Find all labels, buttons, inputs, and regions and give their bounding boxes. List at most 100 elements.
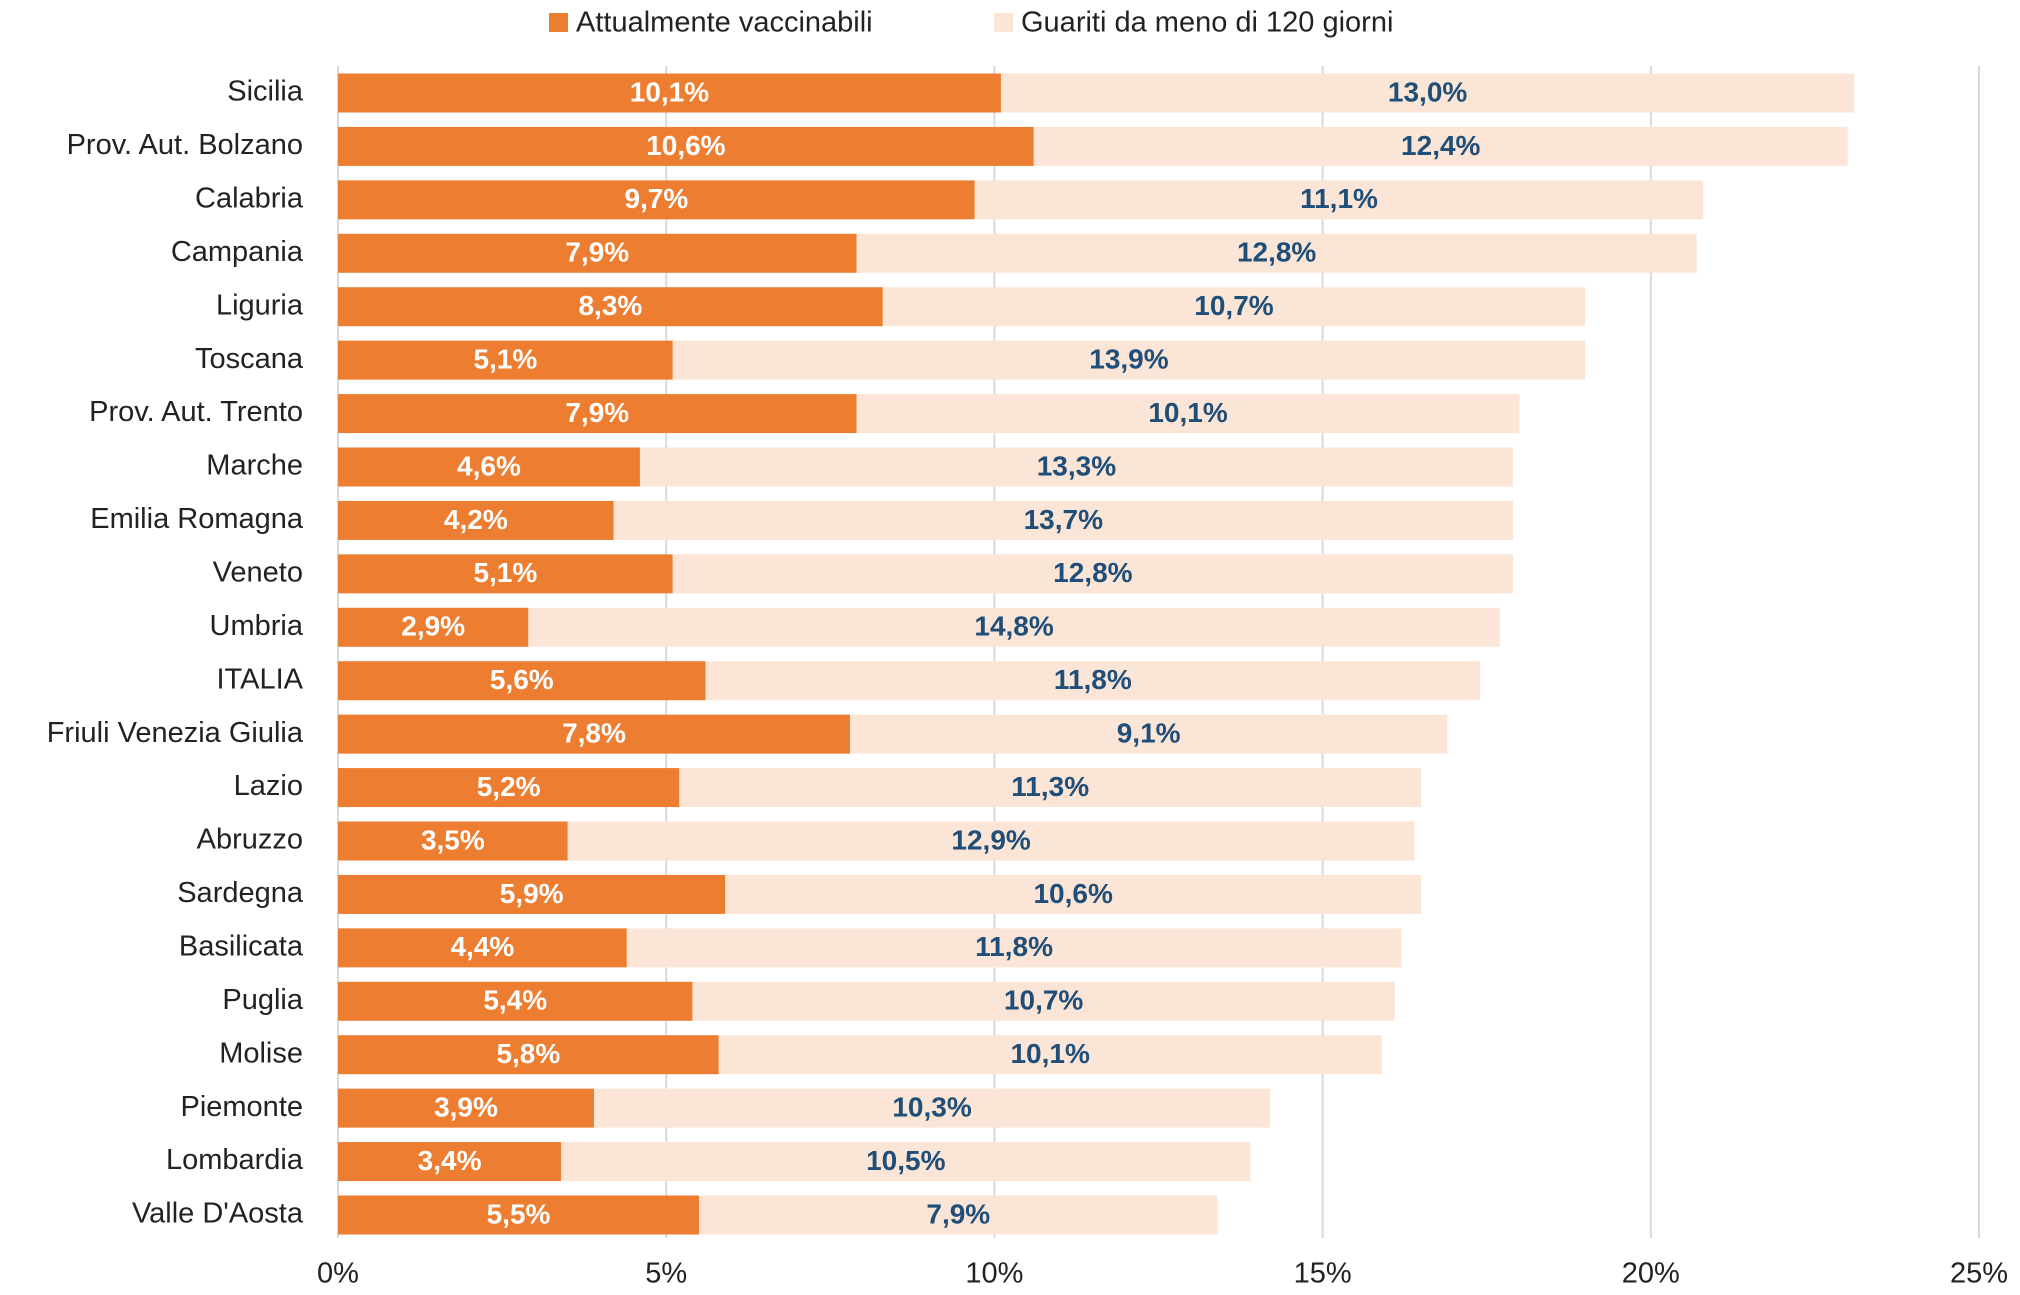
- data-label: 9,1%: [1117, 718, 1181, 749]
- data-label: 5,6%: [490, 664, 554, 695]
- category-label: Marche: [206, 450, 303, 482]
- data-label: 5,8%: [496, 1038, 560, 1069]
- category-label: Piemonte: [180, 1091, 303, 1123]
- bar-segment: [338, 1195, 700, 1235]
- category-label: Veneto: [213, 557, 303, 589]
- bar-segment: [528, 607, 1500, 647]
- bar-segment: [338, 180, 975, 220]
- category-label: Sicilia: [227, 76, 304, 108]
- bar-segment: [856, 394, 1520, 434]
- data-label: 7,9%: [565, 397, 629, 428]
- data-label: 10,6%: [1033, 878, 1112, 909]
- bar-segment: [338, 928, 627, 968]
- bar-segment: [338, 768, 680, 808]
- bar-segment: [679, 768, 1422, 808]
- category-label: ITALIA: [217, 663, 304, 695]
- data-label: 11,1%: [1300, 183, 1378, 214]
- bar-segment: [672, 340, 1586, 380]
- category-label: Campania: [171, 236, 304, 268]
- data-label: 10,7%: [1194, 290, 1273, 321]
- bar-segment: [338, 821, 568, 861]
- category-label: Valle D'Aosta: [132, 1198, 304, 1230]
- data-label: 4,6%: [457, 450, 521, 481]
- category-label: Liguria: [216, 289, 304, 321]
- data-label: 12,8%: [1237, 237, 1316, 268]
- bar-segment: [672, 554, 1513, 594]
- data-label: 5,4%: [483, 985, 547, 1016]
- category-label: Molise: [219, 1037, 303, 1069]
- bar-segment: [338, 1088, 594, 1128]
- bar-segment: [338, 661, 706, 701]
- bar-segment: [692, 981, 1395, 1021]
- data-label: 10,1%: [630, 76, 709, 107]
- bar-segment: [974, 180, 1704, 220]
- data-label: 13,7%: [1024, 504, 1103, 535]
- legend-swatch: [994, 13, 1013, 32]
- legend-swatch: [549, 13, 568, 32]
- bar-segment: [338, 714, 850, 754]
- data-label: 10,1%: [1010, 1038, 1089, 1069]
- bar-segment: [639, 447, 1513, 487]
- data-label: 5,9%: [500, 878, 564, 909]
- x-tick-label: 20%: [1622, 1258, 1680, 1290]
- data-label: 5,2%: [477, 771, 541, 802]
- data-label: 3,4%: [418, 1145, 482, 1176]
- bar-segment: [725, 874, 1422, 914]
- bar-segment: [338, 1142, 562, 1182]
- bar-segment: [338, 1035, 719, 1075]
- x-tick-label: 0%: [317, 1258, 359, 1290]
- category-label: Umbria: [210, 610, 304, 642]
- data-label: 12,9%: [951, 824, 1030, 855]
- bar-segment: [338, 874, 726, 914]
- data-label: 3,9%: [434, 1092, 498, 1123]
- data-label: 11,3%: [1011, 771, 1089, 802]
- category-label: Prov. Aut. Bolzano: [67, 129, 303, 161]
- category-label: Toscana: [195, 343, 304, 375]
- data-label: 12,8%: [1053, 557, 1132, 588]
- bar-segment: [338, 981, 693, 1021]
- data-label: 4,4%: [450, 931, 514, 962]
- category-label: Basilicata: [179, 931, 304, 963]
- category-label: Friuli Venezia Giulia: [47, 717, 304, 749]
- bar-segment: [882, 287, 1586, 327]
- data-label: 3,5%: [421, 824, 485, 855]
- data-label: 13,3%: [1037, 450, 1116, 481]
- legend-label: Attualmente vaccinabili: [576, 7, 873, 39]
- bar-segment: [338, 447, 640, 487]
- data-label: 5,1%: [473, 344, 537, 375]
- bar-segment: [338, 287, 883, 327]
- data-label: 8,3%: [578, 290, 642, 321]
- data-label: 5,1%: [473, 557, 537, 588]
- data-label: 9,7%: [624, 183, 688, 214]
- category-label: Lombardia: [166, 1144, 304, 1176]
- bar-segment: [338, 394, 857, 434]
- data-label: 5,5%: [487, 1198, 551, 1229]
- bar-segment: [613, 500, 1513, 540]
- data-label: 10,1%: [1148, 397, 1227, 428]
- x-tick-label: 25%: [1950, 1258, 2008, 1290]
- bar-segment: [1033, 126, 1848, 166]
- bar-segment: [338, 607, 529, 647]
- data-label: 7,9%: [926, 1198, 990, 1229]
- bar-segment: [849, 714, 1448, 754]
- category-label: Puglia: [222, 984, 303, 1016]
- data-label: 11,8%: [1054, 664, 1132, 695]
- data-label: 10,5%: [866, 1145, 945, 1176]
- x-tick-label: 5%: [645, 1258, 687, 1290]
- category-label: Calabria: [195, 183, 304, 215]
- category-label: Lazio: [234, 770, 303, 802]
- data-label: 10,3%: [892, 1092, 971, 1123]
- bar-segment: [856, 233, 1697, 273]
- bar-segment: [338, 340, 673, 380]
- category-label: Prov. Aut. Trento: [89, 396, 303, 428]
- bar-segment: [1000, 73, 1855, 113]
- category-label: Emilia Romagna: [90, 503, 304, 535]
- bar-segment: [561, 1142, 1251, 1182]
- bar-segment: [705, 661, 1481, 701]
- bar-segment: [718, 1035, 1382, 1075]
- data-label: 2,9%: [401, 611, 465, 642]
- data-label: 7,8%: [562, 718, 626, 749]
- category-label: Abruzzo: [197, 824, 303, 856]
- data-label: 14,8%: [974, 611, 1053, 642]
- bar-segment: [338, 126, 1034, 166]
